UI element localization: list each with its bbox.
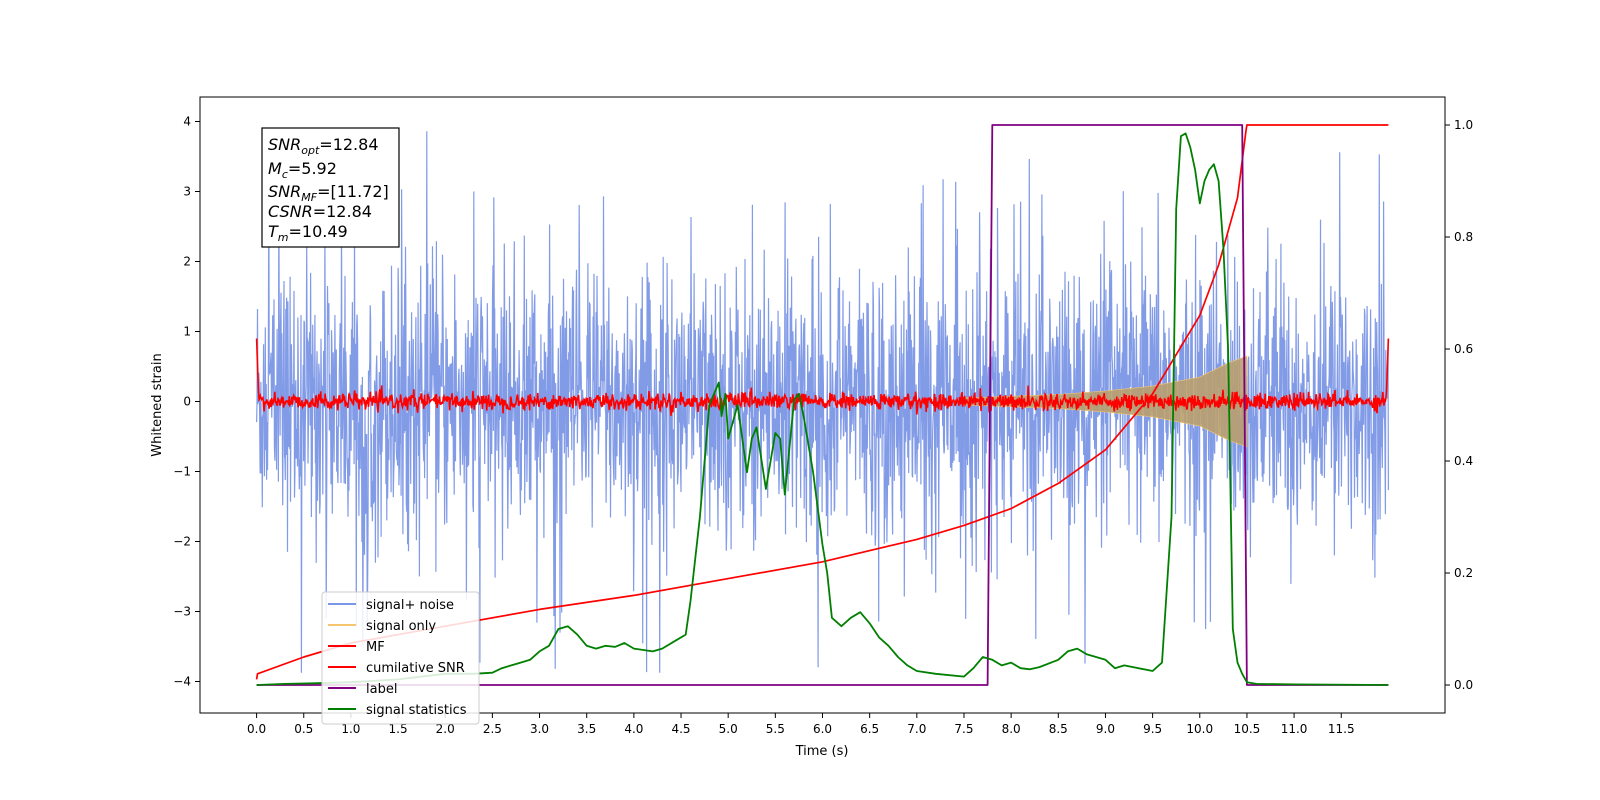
annotation-mc: Mc=5.92: [268, 159, 337, 181]
svg-text:signal statistics: signal statistics: [366, 703, 467, 718]
annotation-box: SNRopt=12.84 Mc=5.92 SNRMF=[11.72] CSNR=…: [261, 127, 400, 248]
svg-text:label: label: [366, 682, 397, 697]
y-right-tick-label: 0.6: [1454, 342, 1473, 356]
mf-line: [255, 338, 1390, 416]
x-tick-label: 3.5: [577, 722, 596, 736]
x-tick-label: 7.0: [907, 722, 926, 736]
signal-statistics-path: [256, 132, 1389, 686]
y-right-tick-label: 0.8: [1454, 230, 1473, 244]
y-left-tick-label: −4: [173, 675, 191, 689]
right-y-axis-ticks: 1.0 0.8 0.6 0.4 0.2 0.0: [1445, 118, 1473, 692]
x-tick-label: 9.0: [1096, 722, 1115, 736]
legend-entry-cumulative-snr: cumilative SNR: [328, 661, 465, 676]
legend-entry-mf: MF: [328, 640, 385, 655]
x-tick-label: 3.0: [530, 722, 549, 736]
signal-plus-noise-line: [256, 131, 1389, 673]
legend-entry-signal-only: signal only: [328, 619, 436, 634]
x-tick-label: 4.0: [624, 722, 643, 736]
y-axis-label: Whitened strain: [150, 353, 165, 456]
x-tick-label: 8.5: [1049, 722, 1068, 736]
legend-entry-signal-noise: signal+ noise: [328, 598, 454, 613]
annotation-snr-mf: SNRMF=[11.72]: [268, 182, 389, 204]
x-tick-label: 6.0: [813, 722, 832, 736]
y-right-tick-label: 0.4: [1454, 454, 1473, 468]
x-tick-label: 5.0: [719, 722, 738, 736]
y-right-tick-label: 0.0: [1454, 678, 1473, 692]
label-path: [256, 124, 1389, 686]
x-tick-label: 0.0: [247, 722, 266, 736]
x-tick-label: 1.5: [389, 722, 408, 736]
legend: signal+ noise signal only MF cumilative …: [321, 591, 480, 725]
x-tick-label: 11.5: [1328, 722, 1355, 736]
x-tick-label: 10.0: [1186, 722, 1213, 736]
signal-statistics-line: [256, 132, 1389, 686]
x-tick-label: 9.5: [1143, 722, 1162, 736]
mf-path: [255, 338, 1390, 416]
x-tick-label: 4.5: [671, 722, 690, 736]
x-tick-label: 10.5: [1234, 722, 1261, 736]
svg-text:signal+ noise: signal+ noise: [366, 598, 454, 613]
x-tick-label: 6.5: [860, 722, 879, 736]
y-left-tick-label: −1: [173, 465, 191, 479]
x-tick-label: 5.5: [766, 722, 785, 736]
x-tick-label: 0.5: [294, 722, 313, 736]
y-right-tick-label: 1.0: [1454, 118, 1473, 132]
left-y-axis-ticks: 4 3 2 1 0 −1 −2 −3 −4: [173, 115, 200, 689]
signal-plus-noise-path: [256, 131, 1389, 673]
legend-entry-label: label: [328, 682, 397, 697]
x-axis-ticks: 0.0 0.5 1.0 1.5 2.0 2.5 3.0 3.5 4.0 4.5 5.0 5.5 6.0 6…: [247, 713, 1355, 736]
x-tick-label: 7.5: [954, 722, 973, 736]
y-left-tick-label: 0: [183, 395, 191, 409]
label-line: [256, 124, 1389, 686]
x-tick-label: 1.0: [341, 722, 360, 736]
y-left-tick-label: −2: [173, 535, 191, 549]
y-left-tick-label: 3: [183, 185, 191, 199]
x-tick-label: 2.0: [436, 722, 455, 736]
legend-entry-signal-statistics: signal statistics: [328, 703, 467, 718]
y-right-tick-label: 0.2: [1454, 566, 1473, 580]
svg-text:MF: MF: [366, 640, 385, 655]
y-left-tick-label: 4: [183, 115, 191, 129]
x-tick-label: 8.0: [1002, 722, 1021, 736]
x-tick-label: 11.0: [1281, 722, 1308, 736]
svg-text:signal only: signal only: [366, 619, 436, 634]
annotation-csnr: CSNR=12.84: [268, 202, 372, 221]
annotation-snr-opt: SNRopt=12.84: [268, 135, 379, 157]
svg-text:cumilative SNR: cumilative SNR: [366, 661, 465, 676]
y-left-tick-label: 1: [183, 325, 191, 339]
y-left-tick-label: 2: [183, 255, 191, 269]
annotation-tm: Tm=10.49: [268, 222, 348, 244]
y-left-tick-label: −3: [173, 605, 191, 619]
x-axis-label: Time (s): [795, 744, 849, 759]
x-tick-label: 2.5: [483, 722, 502, 736]
